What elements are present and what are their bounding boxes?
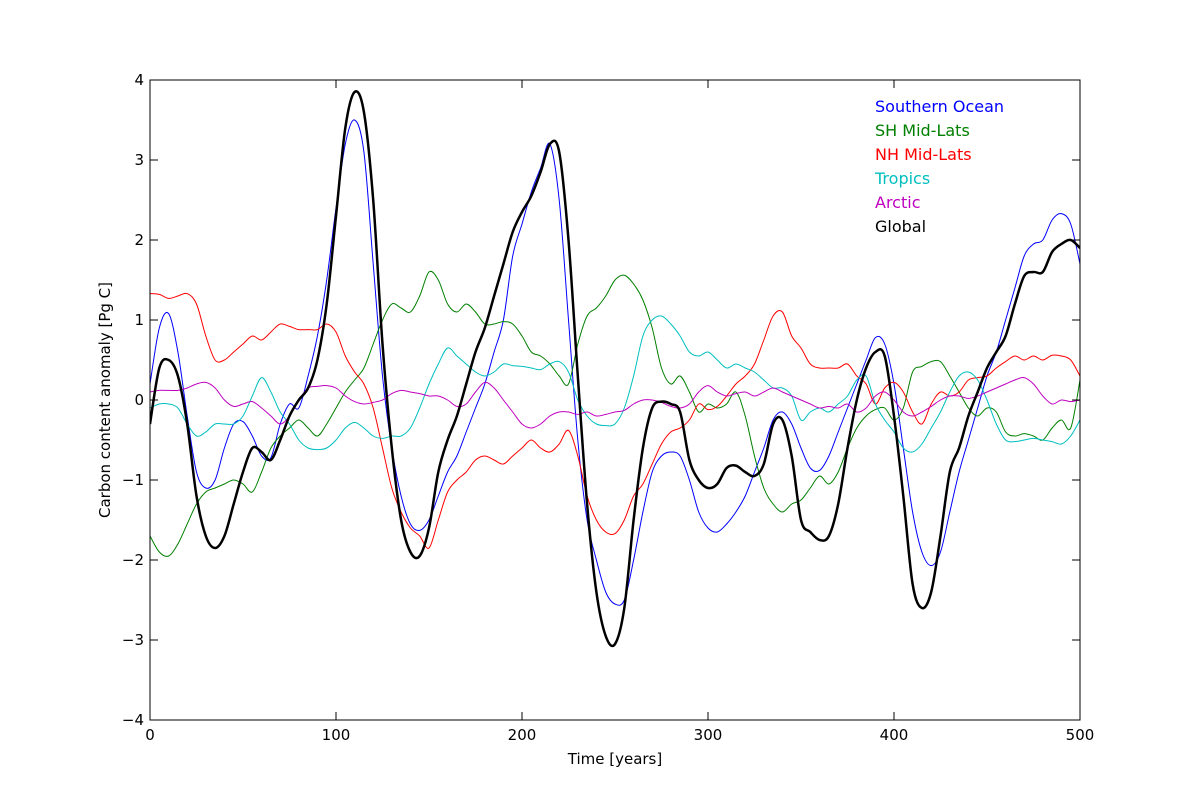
series-layer bbox=[150, 90, 1080, 648]
series-line-sh-mid-lats bbox=[150, 270, 1080, 557]
y-axis-label: Carbon content anomaly [Pg C] bbox=[96, 282, 114, 518]
series-line-tropics bbox=[150, 315, 1080, 453]
legend: Southern Ocean SH Mid-Lats NH Mid-Lats Trop… bbox=[874, 97, 1004, 236]
y-tick-label: −4 bbox=[122, 711, 144, 729]
y-tick-label: −1 bbox=[122, 471, 144, 489]
legend-entry-global: Global bbox=[875, 217, 926, 236]
y-tick-label: −3 bbox=[122, 631, 144, 649]
legend-entry-arctic: Arctic bbox=[875, 193, 920, 212]
y-tick-label: 0 bbox=[134, 391, 144, 409]
series-line-global bbox=[150, 90, 1080, 648]
x-tick-label: 500 bbox=[1066, 726, 1095, 744]
x-tick-label: 0 bbox=[145, 726, 155, 744]
x-tick-label: 200 bbox=[508, 726, 537, 744]
y-tick-label: 3 bbox=[134, 151, 144, 169]
ticks-layer: 0 100 200 300 400 500 −4 −3 −2 −1 0 1 2 3 4 bbox=[122, 71, 1094, 744]
series-line-nh-mid-lats bbox=[150, 292, 1080, 549]
y-tick-label: −2 bbox=[122, 551, 144, 569]
legend-entry-southern-ocean: Southern Ocean bbox=[875, 97, 1004, 116]
legend-entry-tropics: Tropics bbox=[874, 169, 930, 188]
y-tick-label: 1 bbox=[134, 311, 144, 329]
x-tick-label: 300 bbox=[694, 726, 723, 744]
y-tick-label: 2 bbox=[134, 231, 144, 249]
y-tick-label: 4 bbox=[134, 71, 144, 89]
legend-entry-nh-mid-lats: NH Mid-Lats bbox=[875, 145, 972, 164]
legend-entry-sh-mid-lats: SH Mid-Lats bbox=[875, 121, 970, 140]
x-tick-label: 400 bbox=[880, 726, 909, 744]
x-tick-label: 100 bbox=[322, 726, 351, 744]
x-axis-label: Time [years] bbox=[567, 750, 662, 768]
series-line-southern-ocean bbox=[150, 119, 1080, 606]
